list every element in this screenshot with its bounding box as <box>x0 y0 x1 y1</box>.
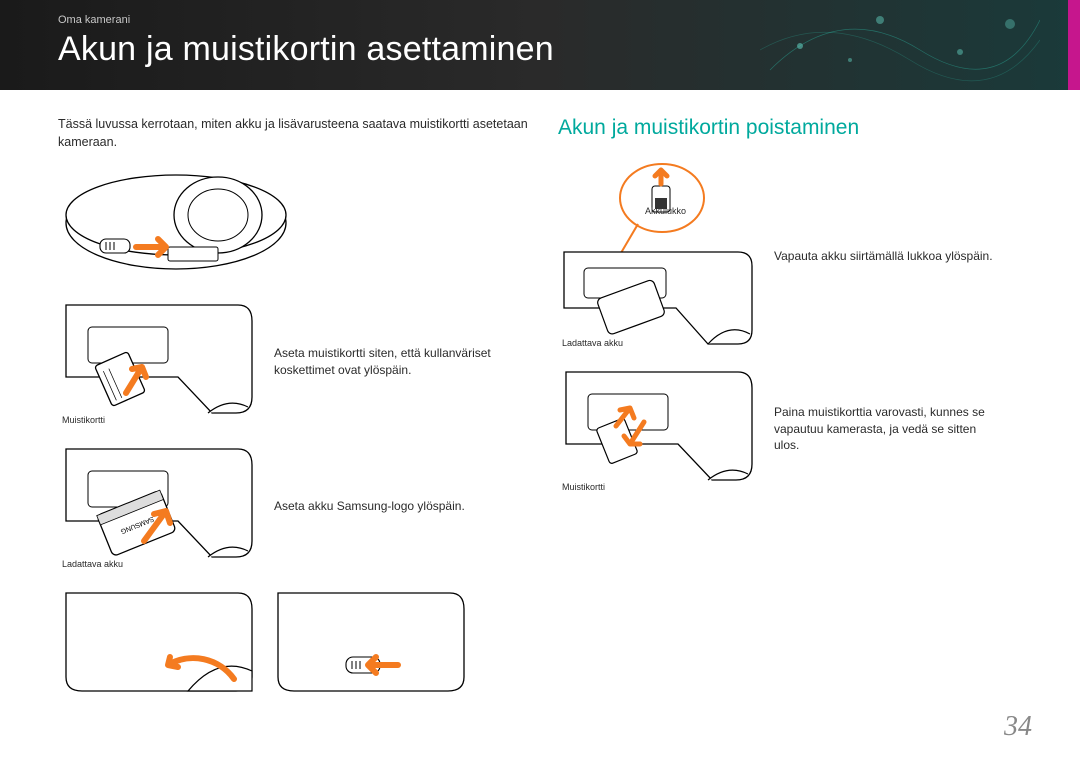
battery-lock-callout-label: Akkulukko <box>645 206 686 216</box>
battery-remove-label: Ladattava akku <box>562 338 623 348</box>
page-header: Oma kamerani Akun ja muistikortin asetta… <box>0 0 1080 90</box>
card-remove-label: Muistikortti <box>562 482 605 492</box>
accent-tab <box>1068 0 1080 90</box>
figure-battery: SAMSUNG Ladattava akku Aseta akku Samsun… <box>58 441 528 571</box>
page-number: 34 <box>1004 711 1032 743</box>
battery-remove-caption: Vapauta akku siirtämällä lukkoa ylöspäin… <box>774 248 993 265</box>
left-column: Tässä luvussa kerrotaan, miten akku ja l… <box>58 116 548 713</box>
memory-card-caption: Aseta muistikortti siten, että kullanvär… <box>274 345 494 379</box>
battery-illustration: SAMSUNG <box>58 441 256 571</box>
breadcrumb: Oma kamerani <box>58 14 1080 26</box>
figure-battery-remove: Akkulukko Ladattava akku Vapauta akku si… <box>558 162 1022 350</box>
section-heading: Akun ja muistikortin poistaminen <box>558 116 1022 140</box>
close-door-illustration-1 <box>58 585 256 699</box>
card-remove-caption: Paina muistikorttia varovasti, kunnes se… <box>774 404 994 454</box>
battery-remove-illustration <box>558 162 756 350</box>
battery-caption: Aseta akku Samsung-logo ylöspäin. <box>274 498 465 515</box>
camera-bottom-illustration <box>58 165 296 283</box>
figure-memory-card: Muistikortti Aseta muistikortti siten, e… <box>58 297 528 427</box>
figure-camera-bottom <box>58 165 528 283</box>
memory-card-illustration <box>58 297 256 427</box>
card-remove-illustration <box>558 364 756 494</box>
figure-close-door <box>58 585 528 699</box>
page-title: Akun ja muistikortin asettaminen <box>58 30 1080 69</box>
intro-text: Tässä luvussa kerrotaan, miten akku ja l… <box>58 116 528 151</box>
figure-card-remove: Muistikortti Paina muistikorttia varovas… <box>558 364 1022 494</box>
content-area: Tässä luvussa kerrotaan, miten akku ja l… <box>0 90 1080 713</box>
close-door-illustration-2 <box>270 585 468 699</box>
memory-card-label: Muistikortti <box>62 415 105 425</box>
battery-label: Ladattava akku <box>62 559 123 569</box>
right-column: Akun ja muistikortin poistaminen <box>548 116 1022 713</box>
